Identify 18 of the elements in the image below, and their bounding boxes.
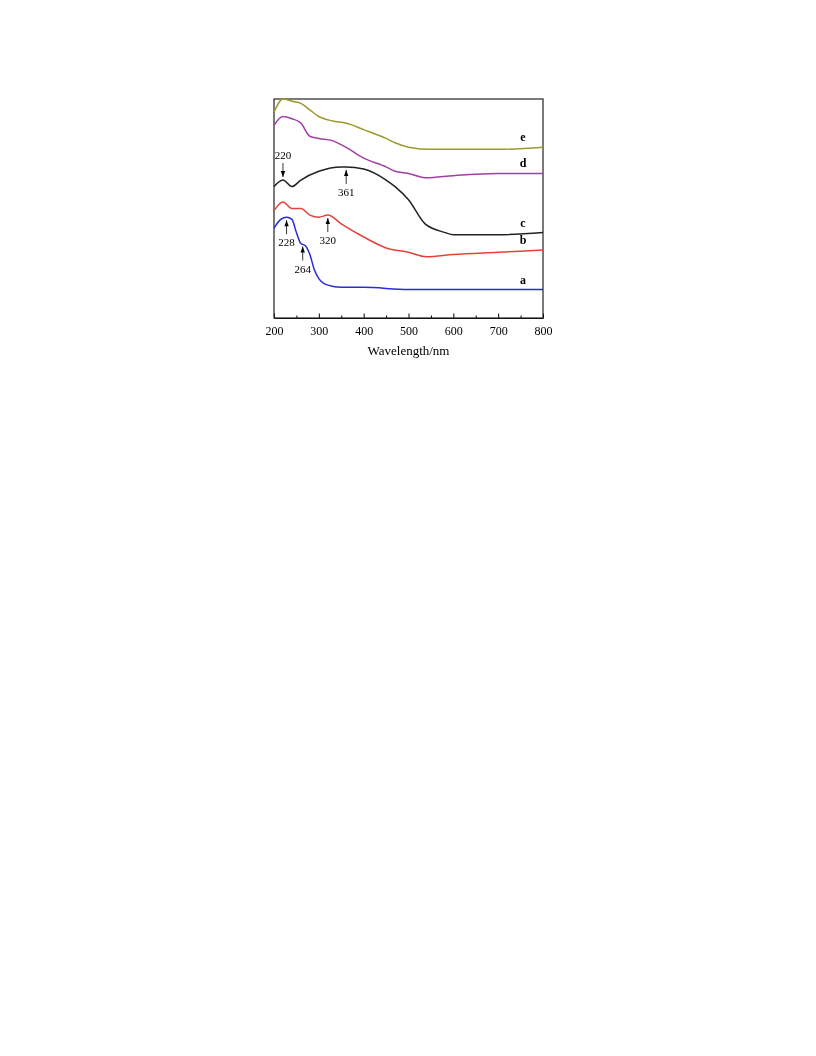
series-label: b <box>519 233 527 248</box>
x-tick-label: 700 <box>489 323 508 338</box>
annotation: 361 <box>337 185 355 198</box>
annotation: 264 <box>294 262 312 275</box>
series-label: c <box>520 215 527 230</box>
x-tick-label: 600 <box>444 323 463 338</box>
annotation: 220 <box>274 149 292 162</box>
x-tick-label: 400 <box>355 323 374 338</box>
annotation: 320 <box>319 234 337 247</box>
x-tick-label: 300 <box>310 323 329 338</box>
series-label: e <box>520 130 527 145</box>
series-label: a <box>520 272 526 287</box>
x-axis-title: Wavelength/nm <box>367 343 450 358</box>
series-label: d <box>519 156 527 171</box>
x-tick-label: 200 <box>265 323 284 338</box>
x-tick-label: 500 <box>400 323 418 338</box>
annotation: 228 <box>278 236 296 249</box>
x-tick-label: 800 <box>534 323 553 338</box>
